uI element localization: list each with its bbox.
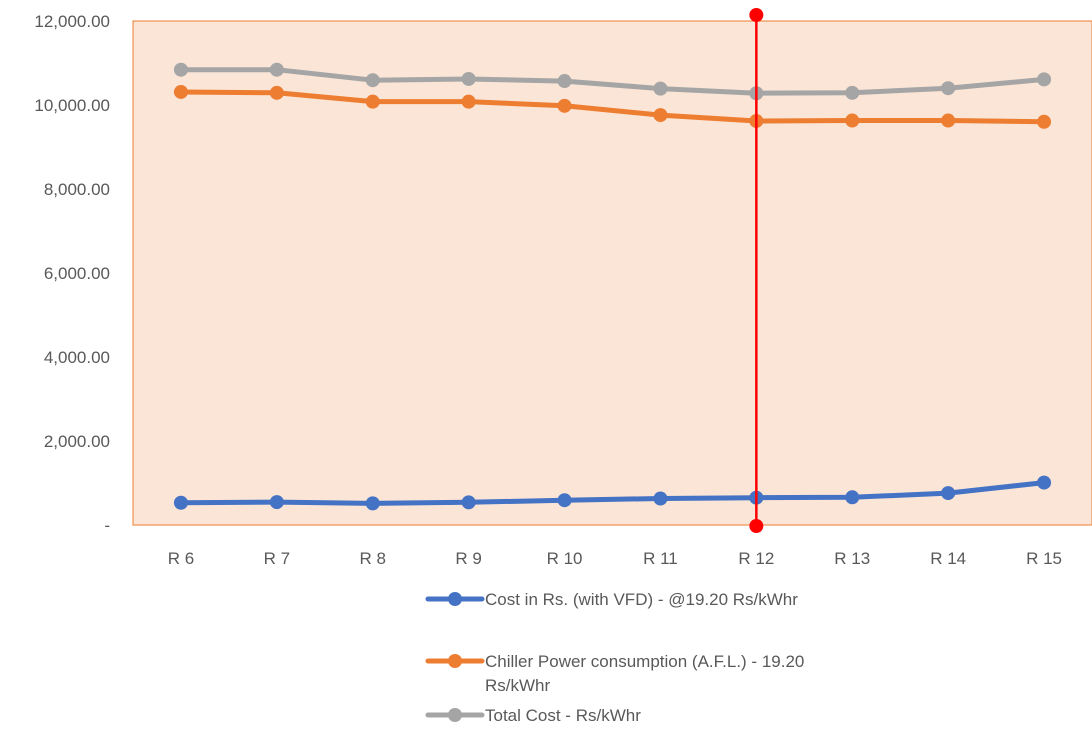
x-axis: R 6 R 7 R 8 R 9 R 10 R 11 R 12 R 13 R 14 R 15 [168, 549, 1062, 568]
data-point [845, 490, 860, 505]
data-point [461, 71, 476, 86]
y-tick-label: 10,000.00 [34, 96, 110, 115]
data-point [461, 495, 476, 510]
data-point [1037, 72, 1052, 87]
data-point [941, 486, 956, 501]
legend-label: Total Cost - Rs/kWhr [485, 706, 641, 725]
data-point [653, 491, 668, 506]
data-point [461, 94, 476, 109]
x-tick-label: R 13 [834, 549, 870, 568]
data-point [1037, 114, 1052, 129]
y-tick-label: 6,000.00 [44, 264, 110, 283]
series-1 [173, 475, 1052, 511]
data-point [941, 81, 956, 96]
series-2 [173, 84, 1052, 129]
legend-swatch-marker [448, 708, 462, 722]
x-tick-label: R 9 [455, 549, 481, 568]
data-point [173, 62, 188, 77]
legend: Cost in Rs. (with VFD) - @19.20 Rs/kWhr C… [425, 590, 804, 725]
data-point [557, 74, 572, 89]
x-tick-label: R 6 [168, 549, 194, 568]
x-tick-label: R 15 [1026, 549, 1062, 568]
data-point [173, 84, 188, 99]
series-lines [173, 62, 1052, 511]
y-tick-label: 8,000.00 [44, 180, 110, 199]
series-line [178, 480, 1047, 506]
series-line [178, 89, 1047, 125]
data-point [365, 496, 380, 511]
x-tick-label: R 7 [264, 549, 290, 568]
marker-endpoint-top [749, 8, 764, 22]
y-tick-label: - [104, 516, 110, 535]
legend-entry-2: Chiller Power consumption (A.F.L.) - 19.… [425, 652, 804, 695]
data-point [845, 85, 860, 100]
x-tick-label: R 10 [547, 549, 583, 568]
data-point [941, 113, 956, 128]
data-point [365, 94, 380, 109]
data-point [1037, 475, 1052, 490]
data-point [269, 85, 284, 100]
legend-swatch-marker [448, 592, 462, 606]
legend-label: Cost in Rs. (with VFD) - @19.20 Rs/kWhr [485, 590, 798, 609]
y-tick-label: 12,000.00 [34, 12, 110, 31]
marker-endpoint-bottom [749, 519, 764, 533]
data-point [269, 495, 284, 510]
data-point [365, 73, 380, 88]
legend-swatch-marker [448, 654, 462, 668]
legend-label: Rs/kWhr [485, 676, 551, 695]
vertical-marker [749, 8, 764, 533]
legend-entry-3: Total Cost - Rs/kWhr [425, 706, 641, 725]
y-tick-label: 2,000.00 [44, 432, 110, 451]
x-tick-label: R 12 [738, 549, 774, 568]
legend-entry-1: Cost in Rs. (with VFD) - @19.20 Rs/kWhr [425, 590, 798, 609]
data-point [845, 113, 860, 128]
data-point [269, 62, 284, 77]
data-point [173, 495, 188, 510]
x-tick-label: R 11 [643, 549, 678, 568]
y-tick-label: 4,000.00 [44, 348, 110, 367]
data-point [557, 98, 572, 113]
series-line [178, 67, 1047, 96]
data-point [557, 493, 572, 508]
x-tick-label: R 8 [360, 549, 386, 568]
plot-area [132, 20, 1092, 526]
legend-label: Chiller Power consumption (A.F.L.) - 19.… [485, 652, 804, 671]
x-tick-label: R 14 [930, 549, 966, 568]
data-point [653, 108, 668, 123]
y-axis: - 2,000.00 4,000.00 6,000.00 8,000.00 10,000.… [34, 12, 110, 535]
data-point [653, 81, 668, 96]
